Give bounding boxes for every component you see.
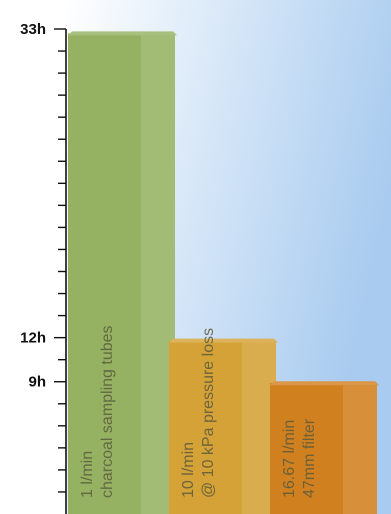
bar-1-top xyxy=(68,31,177,36)
bar-3-label-line-2: 47mm filter xyxy=(301,418,318,498)
bars-layer: 1 l/min charcoal sampling tubes 10 l/min @ … xyxy=(68,31,379,514)
bar-3-side xyxy=(343,385,377,514)
y-tick-label-2: 12h xyxy=(20,330,46,347)
bar-group-3: 16.67 l/min 47mm filter xyxy=(270,381,379,514)
bar-1-label: 1 l/min charcoal sampling tubes xyxy=(79,325,116,498)
y-tick-label-3: 33h xyxy=(20,21,46,38)
bar-3-label-line-1: 16.67 l/min xyxy=(281,420,298,498)
bar-2-label: 10 l/min @ 10 kPa pressure loss xyxy=(180,328,217,498)
bar-2-label-line-2: @ 10 kPa pressure loss xyxy=(200,328,217,498)
bar-3-label: 16.67 l/min 47mm filter xyxy=(281,418,318,498)
bar-1-label-line-1: 1 l/min xyxy=(79,451,96,498)
y-axis: 9h 12h 33h xyxy=(20,21,67,514)
bar-2-top xyxy=(169,338,278,343)
bar-2-label-line-1: 10 l/min xyxy=(180,442,197,498)
bar-3-top xyxy=(270,381,379,386)
y-tick-label-1: 9h xyxy=(28,374,46,391)
bar-1-label-line-2: charcoal sampling tubes xyxy=(99,325,116,498)
bar-group-2: 10 l/min @ 10 kPa pressure loss xyxy=(169,328,278,514)
bar-group-1: 1 l/min charcoal sampling tubes xyxy=(68,31,177,514)
